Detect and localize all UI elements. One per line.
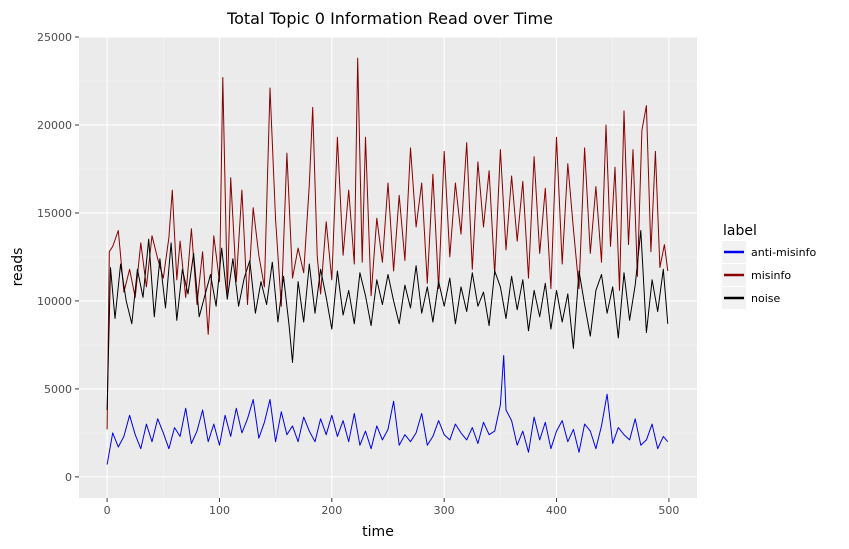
y-tick-label: 5000 [44, 383, 72, 396]
x-axis: 0 100 200 300 400 500 [104, 498, 679, 517]
y-tick-label: 20000 [37, 119, 72, 132]
x-tick-label: 100 [209, 504, 230, 517]
y-tick-label: 25000 [37, 31, 72, 44]
legend-label-noise: noise [751, 292, 780, 305]
y-tick-label: 15000 [37, 207, 72, 220]
y-tick-label: 0 [65, 471, 72, 484]
x-tick-label: 500 [658, 504, 679, 517]
legend-label-misinfo: misinfo [751, 269, 791, 282]
series-line-misinfo [106, 57, 669, 430]
x-tick-label: 200 [321, 504, 342, 517]
legend: label anti-misinfo misinfo noise [722, 223, 816, 309]
series-line-anti-misinfo [106, 355, 669, 465]
x-tick-label: 0 [104, 504, 111, 517]
series-line-noise [106, 230, 669, 411]
legend-items: anti-misinfo misinfo noise [722, 241, 816, 309]
x-tick-label: 400 [546, 504, 567, 517]
x-axis-title: time [362, 524, 394, 540]
x-tick-label: 300 [434, 504, 455, 517]
legend-label-anti-misinfo: anti-misinfo [751, 246, 816, 259]
y-axis-title: reads [10, 248, 26, 287]
series-lines [106, 57, 669, 465]
legend-title: label [723, 223, 757, 239]
y-tick-label: 10000 [37, 295, 72, 308]
chart-title: Total Topic 0 Information Read over Time [226, 9, 553, 28]
y-axis: 0 5000 10000 15000 20000 25000 [37, 31, 79, 484]
